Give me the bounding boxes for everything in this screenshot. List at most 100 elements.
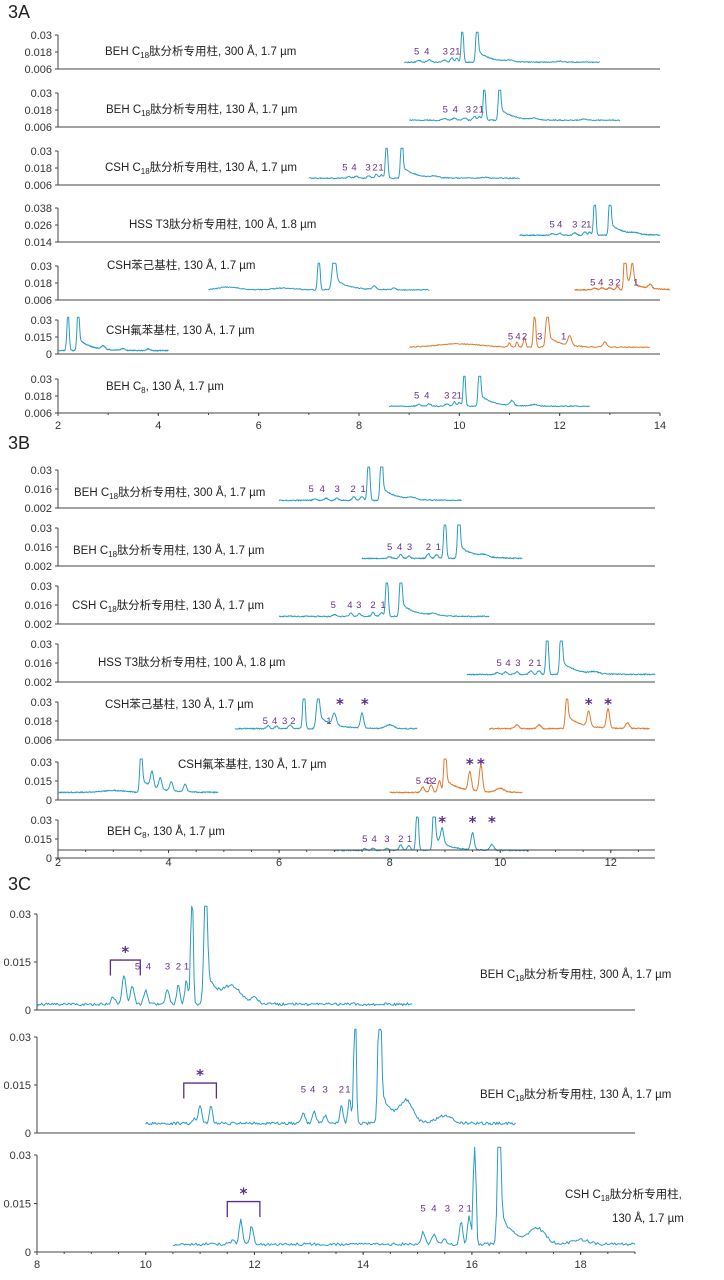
y-tick-label: 0.016	[24, 600, 52, 612]
y-tick-label: 0.015	[3, 1199, 31, 1211]
y-tick-label: 0.002	[24, 561, 52, 573]
peak-label: 2	[431, 776, 436, 787]
y-tick-label: 0.006	[24, 64, 52, 76]
star-marker: *	[469, 813, 477, 831]
trace-alt	[574, 262, 671, 291]
column-label: BEH C18肽分析专用柱, 130 Å, 1.7 µm	[73, 543, 264, 559]
trace-main	[278, 466, 462, 502]
y-tick-label: 0.03	[31, 815, 52, 827]
y-tick-label: 0.018	[24, 105, 52, 117]
column-label: CSH C18肽分析专用柱,	[565, 1187, 682, 1203]
trace-alt	[488, 698, 650, 730]
y-tick-label: 0.018	[24, 278, 52, 290]
trace-main	[172, 1146, 636, 1247]
star-marker: *	[488, 813, 496, 831]
y-tick-label: 0.03	[31, 465, 52, 477]
panel-3A-5: 0.03 0.018 0.006 5 4 3 2 1	[24, 261, 671, 307]
y-tick-label: 0	[25, 1005, 31, 1017]
star-marker: *	[438, 813, 446, 831]
column-label: CSH C18肽分析专用柱, 130 Å, 1.7 µm	[72, 598, 264, 614]
x-tick-label: 14	[357, 1259, 369, 1271]
section-label: 3A	[8, 2, 30, 22]
x-tick-label: 6	[276, 857, 282, 869]
peak-label: 4	[146, 962, 151, 973]
peak-label: 5	[496, 658, 501, 669]
peak-label: 3	[466, 105, 471, 116]
peak-label: 4	[372, 834, 377, 845]
peak-label: 5	[263, 716, 268, 727]
peak-label: 5	[414, 47, 419, 58]
y-tick-label: 0.03	[10, 1150, 31, 1162]
panel-3B-2: 0.03 0.016 0.002 5 4 3 2 1	[24, 523, 655, 573]
star-marker: *	[336, 695, 344, 713]
peak-label: 5	[549, 220, 554, 231]
panel-3C-3: 0.03 0.015 0 5 4 3 2 1 *	[3, 1146, 636, 1259]
y-tick-label: 0	[46, 853, 52, 865]
peak-label: 5	[420, 1203, 425, 1214]
trace-main	[234, 698, 418, 730]
y-tick-label: 0.015	[3, 1080, 31, 1092]
trace-main	[278, 582, 490, 618]
peak-label: 3	[335, 484, 340, 495]
peak-label: 4	[272, 716, 277, 727]
peak-label: 5	[387, 542, 392, 553]
peak-label: 4	[505, 658, 510, 669]
trace-main	[145, 1028, 516, 1126]
y-tick-label: 0.002	[24, 677, 52, 689]
panel-3A-4: 0.038 0.026 0.014 5 4 3 2 1	[24, 203, 661, 249]
x-tick-label: 10	[494, 857, 506, 869]
peak-label: 2	[529, 658, 534, 669]
trace-main	[57, 758, 219, 794]
star-marker: *	[121, 943, 129, 961]
peak-label: 1	[378, 163, 383, 174]
panel-3B-5: 0.03 0.018 0.006 5 4 3 2 1 * * * *	[24, 695, 655, 747]
y-tick-label: 0.016	[24, 484, 52, 496]
column-label: HSS T3肽分析专用柱, 100 Å, 1.8 µm	[98, 655, 285, 669]
section-label: 3C	[8, 874, 31, 894]
x-tick-label: 2	[55, 857, 61, 869]
bracket-marker	[226, 1200, 261, 1218]
panel-3C-1: 0.03 0.015 0 5 4 3 2 1 *	[3, 905, 635, 1017]
peak-label: 4	[347, 600, 352, 611]
y-tick-label: 0.03	[31, 261, 52, 273]
star-marker: *	[466, 755, 474, 773]
peak-label: 2	[615, 278, 620, 289]
peak-label: 4	[310, 1085, 315, 1096]
y-tick-label: 0.002	[24, 619, 52, 631]
peak-label: 2	[176, 962, 181, 973]
y-tick-label: 0.03	[31, 315, 52, 327]
trace-main	[466, 640, 656, 676]
column-label: BEH C18肽分析专用柱, 130 Å, 1.7 µm	[480, 1087, 671, 1103]
x-tick-label: 2	[55, 420, 61, 432]
peak-label: 3	[444, 391, 449, 402]
peak-label: 2	[458, 1203, 463, 1214]
x-tick-label: 8	[356, 420, 362, 432]
peak-label: 4	[397, 542, 402, 553]
y-tick-label: 0.018	[24, 163, 52, 175]
panel-3B-4: 0.03 0.016 0.002 5 4 3 2 1	[24, 639, 656, 689]
peak-label: 5	[342, 163, 347, 174]
star-marker: *	[477, 755, 485, 773]
peak-label: 1	[380, 600, 385, 611]
peak-label: 1	[407, 834, 412, 845]
y-tick-label: 0.038	[24, 203, 52, 215]
peak-label: 4	[424, 47, 429, 58]
column-label: BEH C8, 130 Å, 1.7 µm	[107, 825, 225, 840]
trace-main	[57, 316, 169, 352]
y-tick-label: 0.015	[24, 776, 52, 788]
column-label: BEH C18肽分析专用柱, 130 Å, 1.7 µm	[106, 102, 297, 118]
peak-label: 4	[557, 220, 562, 231]
peak-label: 1	[360, 484, 365, 495]
panel-3C-2: 0.03 0.015 0 5 4 3 2 1 *	[3, 1028, 635, 1140]
star-marker: *	[196, 1066, 204, 1084]
peak-label: 4	[424, 391, 429, 402]
peak-label: 4	[431, 1203, 436, 1214]
peak-label: 2	[351, 484, 356, 495]
panel-3A-1: 0.03 0.018 0.006 5 4 3 2 1	[24, 30, 660, 76]
trace-main	[36, 905, 413, 1007]
peak-label: 4	[598, 278, 603, 289]
peak-label: 4	[453, 105, 458, 116]
y-tick-label: 0	[25, 1128, 31, 1140]
peak-label: 2	[452, 391, 457, 402]
